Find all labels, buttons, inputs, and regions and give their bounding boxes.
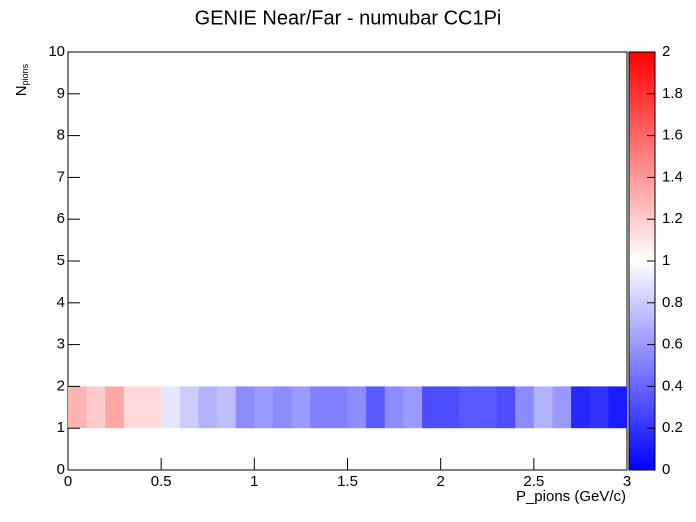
heatmap-cell xyxy=(235,386,255,429)
y-tick-label: 4 xyxy=(57,294,65,311)
z-tick-label: 0.8 xyxy=(662,294,683,311)
heatmap-cell xyxy=(552,386,572,429)
heatmap-cell xyxy=(459,386,479,429)
z-tick-label: 2 xyxy=(662,43,670,60)
heatmap-cell xyxy=(515,386,535,429)
z-tick-label: 0.4 xyxy=(662,377,683,394)
heatmap-cell xyxy=(310,386,330,429)
z-tick-label: 0.2 xyxy=(662,419,683,436)
heatmap-cell xyxy=(254,386,274,429)
heatmap-cell xyxy=(179,386,199,429)
y-label-sub: pions xyxy=(20,63,30,85)
heatmap-cell xyxy=(440,386,460,429)
x-tick-label: 3 xyxy=(623,473,631,490)
z-tick-label: 0 xyxy=(662,461,670,478)
x-tick-label: 1.5 xyxy=(337,473,358,490)
y-tick-label: 10 xyxy=(48,43,65,60)
heatmap-cell xyxy=(68,386,88,429)
heatmap-cell xyxy=(86,386,106,429)
y-tick-label: 8 xyxy=(57,127,65,144)
heatmap-cell xyxy=(217,386,237,429)
heatmap-cell xyxy=(477,386,497,429)
y-tick-label: 3 xyxy=(57,336,65,353)
heatmap-cell xyxy=(123,386,143,429)
y-tick-label: 0 xyxy=(57,461,65,478)
heatmap-cell xyxy=(328,386,348,429)
heatmap-cell xyxy=(403,386,423,429)
y-axis-label: Npions xyxy=(13,63,30,96)
heatmap-cell xyxy=(422,386,442,429)
z-tick-label: 1.6 xyxy=(662,127,683,144)
heatmap-cell xyxy=(161,386,181,429)
heatmap-cell xyxy=(571,386,591,429)
heatmap-cell xyxy=(589,386,609,429)
x-tick-label: 2 xyxy=(436,473,444,490)
heatmap-cell xyxy=(142,386,162,429)
heatmap-cell xyxy=(291,386,311,429)
x-tick-label: 0 xyxy=(64,473,72,490)
y-tick-label: 7 xyxy=(57,168,65,185)
x-tick-label: 0.5 xyxy=(151,473,172,490)
y-tick-label: 2 xyxy=(57,377,65,394)
x-axis-label: P_pions (GeV/c) xyxy=(516,488,626,505)
y-tick-label: 1 xyxy=(57,419,65,436)
x-tick-label: 2.5 xyxy=(523,473,544,490)
z-tick-label: 1.2 xyxy=(662,210,683,227)
z-tick-label: 1.8 xyxy=(662,85,683,102)
heatmap-cell xyxy=(105,386,125,429)
heatmap-cell xyxy=(198,386,218,429)
heatmap-cell xyxy=(533,386,553,429)
y-tick-label: 6 xyxy=(57,210,65,227)
heatmap-cell xyxy=(384,386,404,429)
heatmap-cell xyxy=(496,386,516,429)
chart-title: GENIE Near/Far - numubar CC1Pi xyxy=(195,7,502,29)
y-label-main: N xyxy=(13,85,30,96)
heatmap-cell xyxy=(608,386,628,429)
z-tick-label: 1 xyxy=(662,252,670,269)
x-tick-label: 1 xyxy=(250,473,258,490)
y-tick-label: 9 xyxy=(57,85,65,102)
heatmap-cell xyxy=(366,386,386,429)
y-tick-label: 5 xyxy=(57,252,65,269)
z-tick-label: 1.4 xyxy=(662,168,683,185)
heatmap-cell xyxy=(347,386,367,429)
heatmap-cell xyxy=(272,386,292,429)
z-tick-label: 0.6 xyxy=(662,336,683,353)
